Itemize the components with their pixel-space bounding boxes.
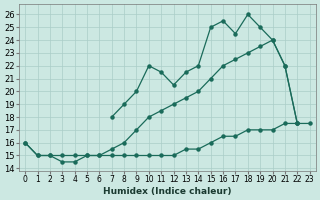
X-axis label: Humidex (Indice chaleur): Humidex (Indice chaleur) bbox=[103, 187, 232, 196]
